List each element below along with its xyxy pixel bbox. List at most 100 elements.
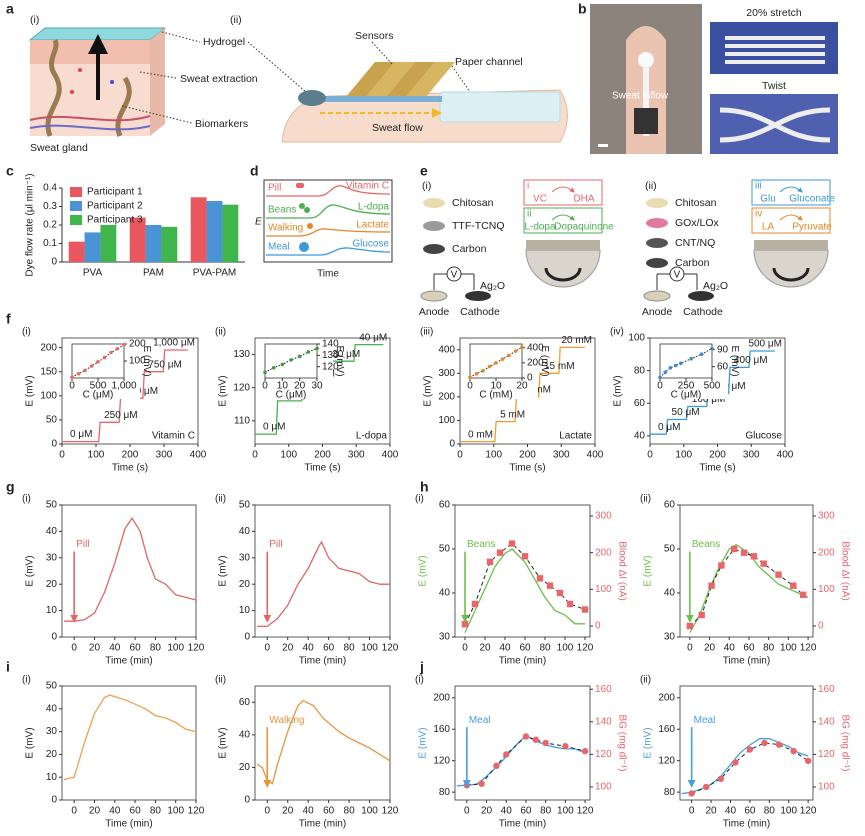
axis-label: E [255, 217, 262, 228]
x-tick-label: 300 [743, 450, 760, 461]
event-label: Walking [268, 223, 303, 234]
hydrogel-pad [298, 90, 326, 106]
x-tick-label: 0 [687, 643, 693, 654]
inset-background [466, 341, 538, 399]
layer-icon [646, 198, 668, 208]
x-tick-label: 40 [501, 806, 513, 817]
marker [522, 733, 530, 740]
step-label: 100 μM [692, 394, 726, 405]
trace [266, 204, 391, 219]
x-tick-label: 0 [464, 806, 470, 817]
device-illustration [247, 41, 568, 143]
trace [266, 185, 391, 197]
chart-label: (ii) [640, 494, 651, 505]
marker [740, 549, 748, 556]
sub-label: (ii) [645, 180, 657, 192]
trace [266, 247, 391, 256]
bar [206, 200, 223, 262]
legend-swatch [70, 201, 82, 211]
step-label: 30 μM [332, 349, 360, 360]
x-tick-label: 60 [323, 643, 335, 654]
marker [703, 783, 710, 791]
y-tick-label: 200 [40, 342, 57, 353]
y2-tick-label: 160 [818, 684, 835, 695]
y-tick-label: 10 [239, 605, 251, 616]
x-tick-label: 100 [88, 450, 105, 461]
x-tick-label: 20 [282, 806, 294, 817]
fit-line [659, 348, 713, 378]
bar [100, 225, 117, 262]
legend-label: Participant 1 [87, 187, 143, 198]
step-label: 0 μM [263, 422, 285, 433]
bar [222, 204, 239, 262]
x-axis-label: Time (min) [723, 819, 770, 830]
marker [542, 739, 549, 747]
reactant: LA [762, 222, 775, 233]
x-tick-label: 30 [311, 381, 323, 392]
sensor-surface [525, 249, 601, 288]
step-label: 50 μM [672, 407, 700, 418]
x-axis-label: Time (min) [299, 656, 346, 667]
y-tick-label: 100 [628, 333, 645, 344]
x-tick-label: 300 [156, 450, 173, 461]
x-tick-label: 0 [467, 381, 473, 392]
x-tick-label: PVA-PAM [193, 268, 237, 279]
x-tick-label: 0 [264, 643, 270, 654]
electron-path [544, 267, 582, 282]
x-tick-label: 80 [763, 643, 775, 654]
inset: 100 200 0 500 1,000 E (mV) C (μM) [68, 339, 152, 400]
axis-label: Time [317, 269, 339, 280]
marker [520, 345, 524, 349]
reaction-box [523, 179, 603, 206]
y-tick-label: 0 [51, 439, 57, 450]
x-tick-label: 80 [540, 806, 552, 817]
x-axis-label: Time (s) [304, 463, 340, 474]
vessel [29, 124, 151, 131]
y-axis-label: E (mV) [141, 345, 152, 376]
x-tick-label: 60 [744, 806, 756, 817]
leader-line [451, 65, 471, 93]
y-tick-label: 50 [46, 681, 58, 692]
marker [494, 361, 498, 365]
marker [471, 600, 479, 608]
y-tick-label: 40 [46, 703, 58, 714]
legend-swatch [70, 187, 82, 197]
legend-label: Participant 2 [87, 201, 143, 212]
panel-label: f [6, 311, 11, 327]
step-label: 500 μM [748, 339, 782, 350]
x-tick-label: 0 [657, 381, 663, 392]
inset-background [261, 341, 333, 399]
meter-label: V [451, 270, 458, 281]
chart: 0 10 20 30 40 50 0 20 40 60 80 100 120 E (mV) Time (mi… [22, 675, 205, 830]
line [681, 738, 809, 795]
chart-label: (i) [415, 675, 424, 686]
photos [590, 4, 838, 154]
x-tick-label: 400 [382, 450, 399, 461]
chart-label: (i) [22, 494, 31, 505]
x-tick-label: 120 [382, 643, 399, 654]
electrode-layer [526, 240, 600, 250]
y-tick-label: 0.3 [43, 201, 57, 212]
anode-label: Anode [642, 306, 673, 318]
y-tick-label: 30 [46, 726, 58, 737]
x-tick-label: 100 [557, 643, 574, 654]
series-name: Glucose [745, 431, 782, 442]
panel-label: g [6, 479, 15, 495]
annotation: Meal [694, 715, 716, 726]
x-tick-label: 200 [122, 450, 139, 461]
panel-label: b [578, 1, 587, 17]
label: Sweat flow [372, 122, 423, 134]
x-tick-label: 120 [800, 806, 817, 817]
label: Sensors [355, 30, 394, 42]
y-tick-label: 20 [239, 579, 251, 590]
marker [315, 346, 319, 351]
y-tick-label: 50 [46, 500, 58, 511]
y-axis-label: E (mV) [218, 375, 229, 406]
x-tick-label: 40 [303, 806, 315, 817]
marker [521, 553, 529, 560]
x-tick-label: 60 [743, 643, 755, 654]
y-tick-label: 200 [433, 692, 450, 703]
